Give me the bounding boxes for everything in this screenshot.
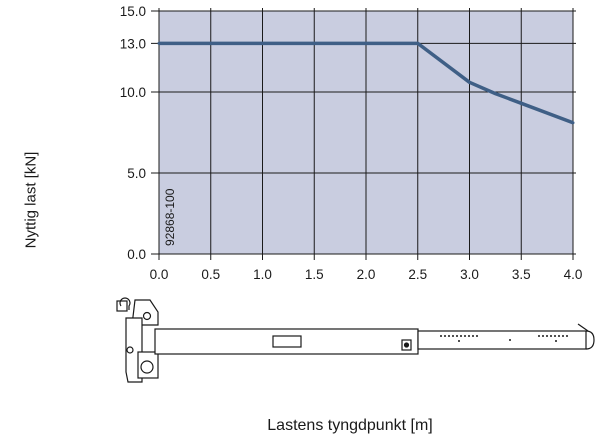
load-curve-point [493, 92, 497, 96]
y-tick-label: 15.0 [120, 4, 146, 19]
pivot-pin-middle [126, 346, 134, 354]
load-curve-point [468, 80, 471, 84]
y-tick-label: 10.0 [120, 85, 146, 100]
y-axis-label: Nyttig last [kN] [22, 151, 40, 249]
drawing-code-annotation: 92868-100 [163, 188, 177, 246]
extension-tip [585, 330, 595, 350]
boom-lock-dot [403, 342, 410, 348]
load-curve-point [157, 41, 161, 45]
load-curve-point [312, 41, 316, 45]
load-curve-point [416, 41, 420, 45]
x-tick-label: 0.0 [150, 267, 169, 282]
load-curve-point [261, 41, 264, 45]
bracket-pin [142, 311, 152, 321]
load-curve-point [571, 121, 575, 125]
x-tick-label: 3.0 [460, 267, 479, 282]
vertical-gridlines [158, 8, 574, 260]
crane-jib-drawing [116, 297, 595, 383]
extension-holes [440, 335, 568, 342]
x-axis-label: Lastens tyngdpunkt [m] [267, 417, 433, 434]
x-tick-label: 1.0 [253, 267, 272, 282]
tip-line [577, 323, 589, 332]
hook-icon [119, 297, 131, 310]
x-tick-label: 2.0 [357, 267, 376, 282]
load-curve-points [157, 41, 575, 125]
extension-boom [417, 330, 587, 350]
x-tick-label: 0.5 [201, 267, 220, 282]
y-tick-labels: 0.0 5.0 10.0 13.0 15.0 [120, 4, 146, 262]
y-tick-label: 13.0 [120, 36, 146, 51]
x-tick-labels: 0.0 0.5 1.0 1.5 2.0 2.5 3.0 3.5 4.0 [150, 267, 583, 282]
y-tick-label: 0.0 [127, 247, 146, 262]
load-curve-point [209, 41, 213, 45]
load-curve-point [364, 41, 368, 45]
x-tick-label: 2.5 [408, 267, 427, 282]
x-tick-label: 4.0 [564, 267, 583, 282]
x-tick-label: 3.5 [512, 267, 531, 282]
hook-eye [116, 300, 128, 312]
x-tick-label: 1.5 [305, 267, 324, 282]
y-tick-label: 5.0 [127, 166, 146, 181]
load-curve-point [519, 101, 523, 105]
base-wheel [140, 360, 154, 374]
boom-label-plate [272, 335, 302, 348]
load-curve-line [159, 41, 574, 125]
